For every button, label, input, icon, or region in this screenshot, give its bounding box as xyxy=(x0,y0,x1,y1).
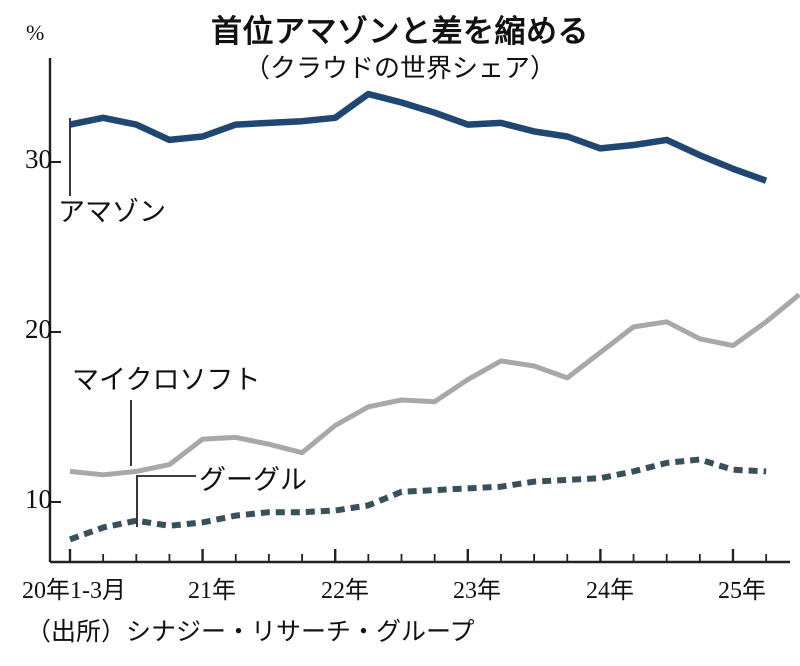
y-axis-ticks xyxy=(50,161,61,503)
x-tick-label-2024: 24年 xyxy=(586,578,634,604)
y-tick-label-10: 10 xyxy=(25,484,52,514)
y-tick-label-20: 20 xyxy=(25,314,52,344)
chart-title: 首位アマゾンと差を縮める xyxy=(211,14,589,49)
series-line-microsoft xyxy=(69,292,800,478)
x-tick-label-2022: 22年 xyxy=(321,578,369,604)
series-line-amazon xyxy=(69,90,768,184)
source-note: （出所）シナジー・リサーチ・グループ xyxy=(26,619,475,646)
series-label-amazon: アマゾン xyxy=(58,197,166,227)
x-tick-label-2025: 25年 xyxy=(718,578,766,604)
x-axis-ticks xyxy=(68,549,768,562)
y-tick-label-30: 30 xyxy=(25,144,52,174)
x-tick-label-2020: 20年1-3月 xyxy=(22,578,126,604)
series-paths xyxy=(68,90,800,543)
series-label-microsoft: マイクロソフト xyxy=(72,365,261,395)
x-tick-label-2023: 23年 xyxy=(453,578,501,604)
label-leader-lines xyxy=(69,118,196,527)
series-label-google: グーグル xyxy=(199,465,307,495)
leader-line-google xyxy=(136,475,196,527)
x-tick-label-2021: 21年 xyxy=(188,578,236,604)
chart-subtitle: （クラウドの世界シェア） xyxy=(243,54,556,83)
series-line-google xyxy=(68,456,767,543)
y-axis-unit-label: % xyxy=(26,20,45,45)
